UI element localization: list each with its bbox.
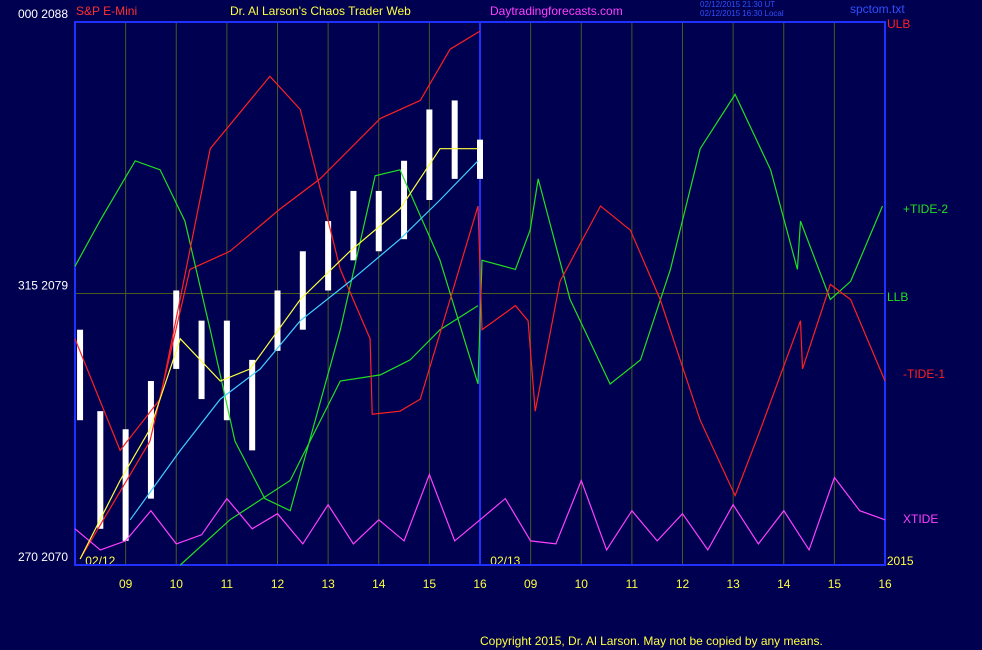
date-label: 2015 [887, 554, 914, 568]
legend-label: LLB [887, 290, 908, 304]
price-bar [325, 221, 332, 291]
timestamp-ut: 02/12/2015 21:30 UT [700, 0, 775, 9]
date-label: 02/12 [85, 554, 115, 568]
x-tick-label: 16 [473, 577, 487, 591]
price-bar [122, 429, 129, 541]
price-bar [299, 251, 306, 330]
x-tick-label: 13 [321, 577, 335, 591]
series-line [74, 75, 886, 498]
x-tick-label: 11 [221, 577, 234, 591]
instrument: S&P E-Mini [76, 4, 137, 18]
price-bar [147, 380, 154, 499]
series-line [79, 148, 478, 560]
y-tick-label: 315 2079 [18, 279, 68, 293]
timestamp-local: 02/12/2015 16:30 Local [700, 9, 784, 18]
series-line [129, 160, 479, 521]
date-label: 02/13 [490, 554, 520, 568]
price-bar [77, 329, 84, 421]
series-line [74, 93, 884, 512]
file-name: spctom.txt [850, 2, 905, 16]
price-bar [375, 190, 382, 252]
y-tick-label: 270 2070 [18, 550, 68, 564]
x-tick-label: 11 [626, 577, 639, 591]
legend-label: +TIDE-2 [903, 202, 948, 216]
x-tick-label: 13 [726, 577, 740, 591]
price-bar [426, 109, 433, 200]
x-tick-label: 09 [119, 577, 133, 591]
x-tick-label: 14 [777, 577, 791, 591]
price-bar [97, 411, 104, 529]
site-url: Daytradingforecasts.com [490, 4, 623, 18]
copyright: Copyright 2015, Dr. Al Larson. May not b… [480, 634, 823, 648]
price-bar [401, 160, 408, 240]
x-tick-label: 15 [828, 577, 842, 591]
x-tick-label: 10 [575, 577, 589, 591]
x-tick-label: 16 [878, 577, 892, 591]
x-tick-label: 14 [372, 577, 386, 591]
legend-label: XTIDE [903, 512, 938, 526]
series-line [79, 30, 481, 560]
price-bar [274, 290, 281, 351]
legend-label: -TIDE-1 [903, 367, 945, 381]
site-title: Dr. Al Larson's Chaos Trader Web [230, 4, 411, 18]
x-tick-label: 15 [423, 577, 437, 591]
price-bar [477, 139, 483, 179]
y-tick-label: 000 2088 [18, 7, 68, 21]
price-bar [350, 190, 357, 261]
x-tick-label: 12 [676, 577, 690, 591]
price-bar [223, 320, 230, 421]
legend-label: ULB [887, 17, 910, 31]
x-tick-label: 10 [170, 577, 184, 591]
price-bar [451, 100, 458, 179]
series-line [74, 472, 886, 552]
x-tick-label: 12 [271, 577, 285, 591]
price-bar [249, 359, 256, 451]
price-bar [198, 320, 205, 400]
x-tick-label: 09 [524, 577, 538, 591]
